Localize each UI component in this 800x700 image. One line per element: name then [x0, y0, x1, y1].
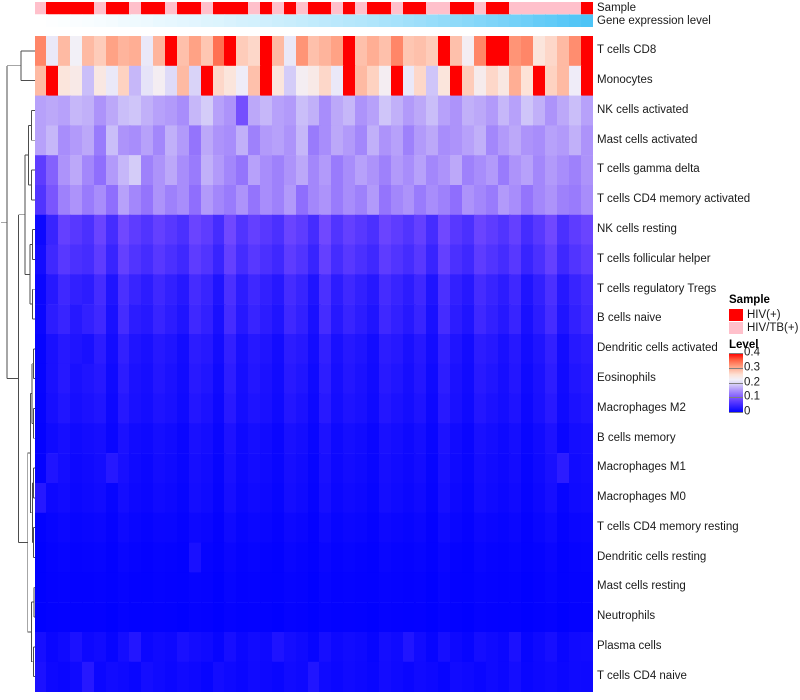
annotation-label-expression: Gene expression level [597, 14, 711, 27]
row-dendrogram [1, 50, 35, 678]
colorbar-tick-mark [729, 367, 743, 369]
row-label: Mast cells activated [597, 133, 698, 146]
row-label: Dendritic cells resting [597, 550, 707, 563]
annotation-labels: Sample Gene expression level [597, 2, 711, 27]
colorbar-tick-label: 0 [744, 405, 751, 418]
row-label: Mast cells resting [597, 580, 686, 593]
legend-swatch-icon [729, 321, 743, 334]
row-label: T cells CD4 memory activated [597, 193, 751, 206]
row-label: T cells CD4 memory resting [597, 520, 739, 533]
colorbar-tick-mark [729, 397, 743, 399]
legend-panel: Sample HIV(+) HIV/TB(+) Level 0.4 0.3 0.2 0.… [729, 294, 799, 417]
row-label: Dendritic cells activated [597, 342, 718, 355]
colorbar-tick-labels: 0.4 0.3 0.2 0.1 0 [729, 347, 784, 417]
row-label: NK cells resting [597, 222, 677, 235]
dendrogram-branches [1, 50, 35, 678]
legend-item-label: HIV/TB(+) [747, 321, 799, 334]
row-label: Macrophages M0 [597, 491, 686, 504]
colorbar-tick-label: 0.2 [744, 375, 760, 388]
colorbar-tick-mark [729, 353, 743, 354]
row-label: Macrophages M2 [597, 401, 686, 414]
row-label: T cells gamma delta [597, 163, 700, 176]
colorbar-group: 0.4 0.3 0.2 0.1 0 [729, 347, 799, 417]
legend-swatch-icon [729, 308, 743, 321]
row-label: Plasma cells [597, 640, 662, 653]
row-label: T cells CD4 naive [597, 669, 687, 682]
colorbar-tick-label: 0.4 [744, 346, 760, 359]
annotation-label-sample: Sample [597, 2, 636, 14]
legend-item-sample: HIV/TB(+) [729, 321, 799, 334]
legend-item-sample: HIV(+) [729, 308, 799, 321]
row-label: B cells naive [597, 312, 662, 325]
row-label: NK cells activated [597, 103, 689, 116]
row-label: T cells CD8 [597, 44, 657, 57]
legend-items-sample: HIV(+) HIV/TB(+) [729, 308, 799, 334]
row-label: B cells memory [597, 431, 676, 444]
row-label-list: T cells CD8 Monocytes NK cells activated Ma… [597, 36, 797, 692]
heatmap-canvas [35, 2, 593, 692]
row-label: Eosinophils [597, 371, 656, 384]
row-label: T cells regulatory Tregs [597, 282, 717, 295]
row-label: Monocytes [597, 73, 653, 86]
legend-title-sample: Sample [729, 294, 770, 306]
colorbar-tick-mark [729, 412, 743, 413]
colorbar-tick-label: 0.1 [744, 390, 760, 403]
row-label: T cells follicular helper [597, 252, 711, 265]
legend-item-label: HIV(+) [747, 308, 781, 321]
row-label: Neutrophils [597, 610, 656, 623]
colorbar-tick-label: 0.3 [744, 361, 760, 373]
row-label: Macrophages M1 [597, 461, 686, 474]
colorbar-tick-mark [729, 382, 743, 384]
legend-title-level: Level [729, 339, 759, 351]
